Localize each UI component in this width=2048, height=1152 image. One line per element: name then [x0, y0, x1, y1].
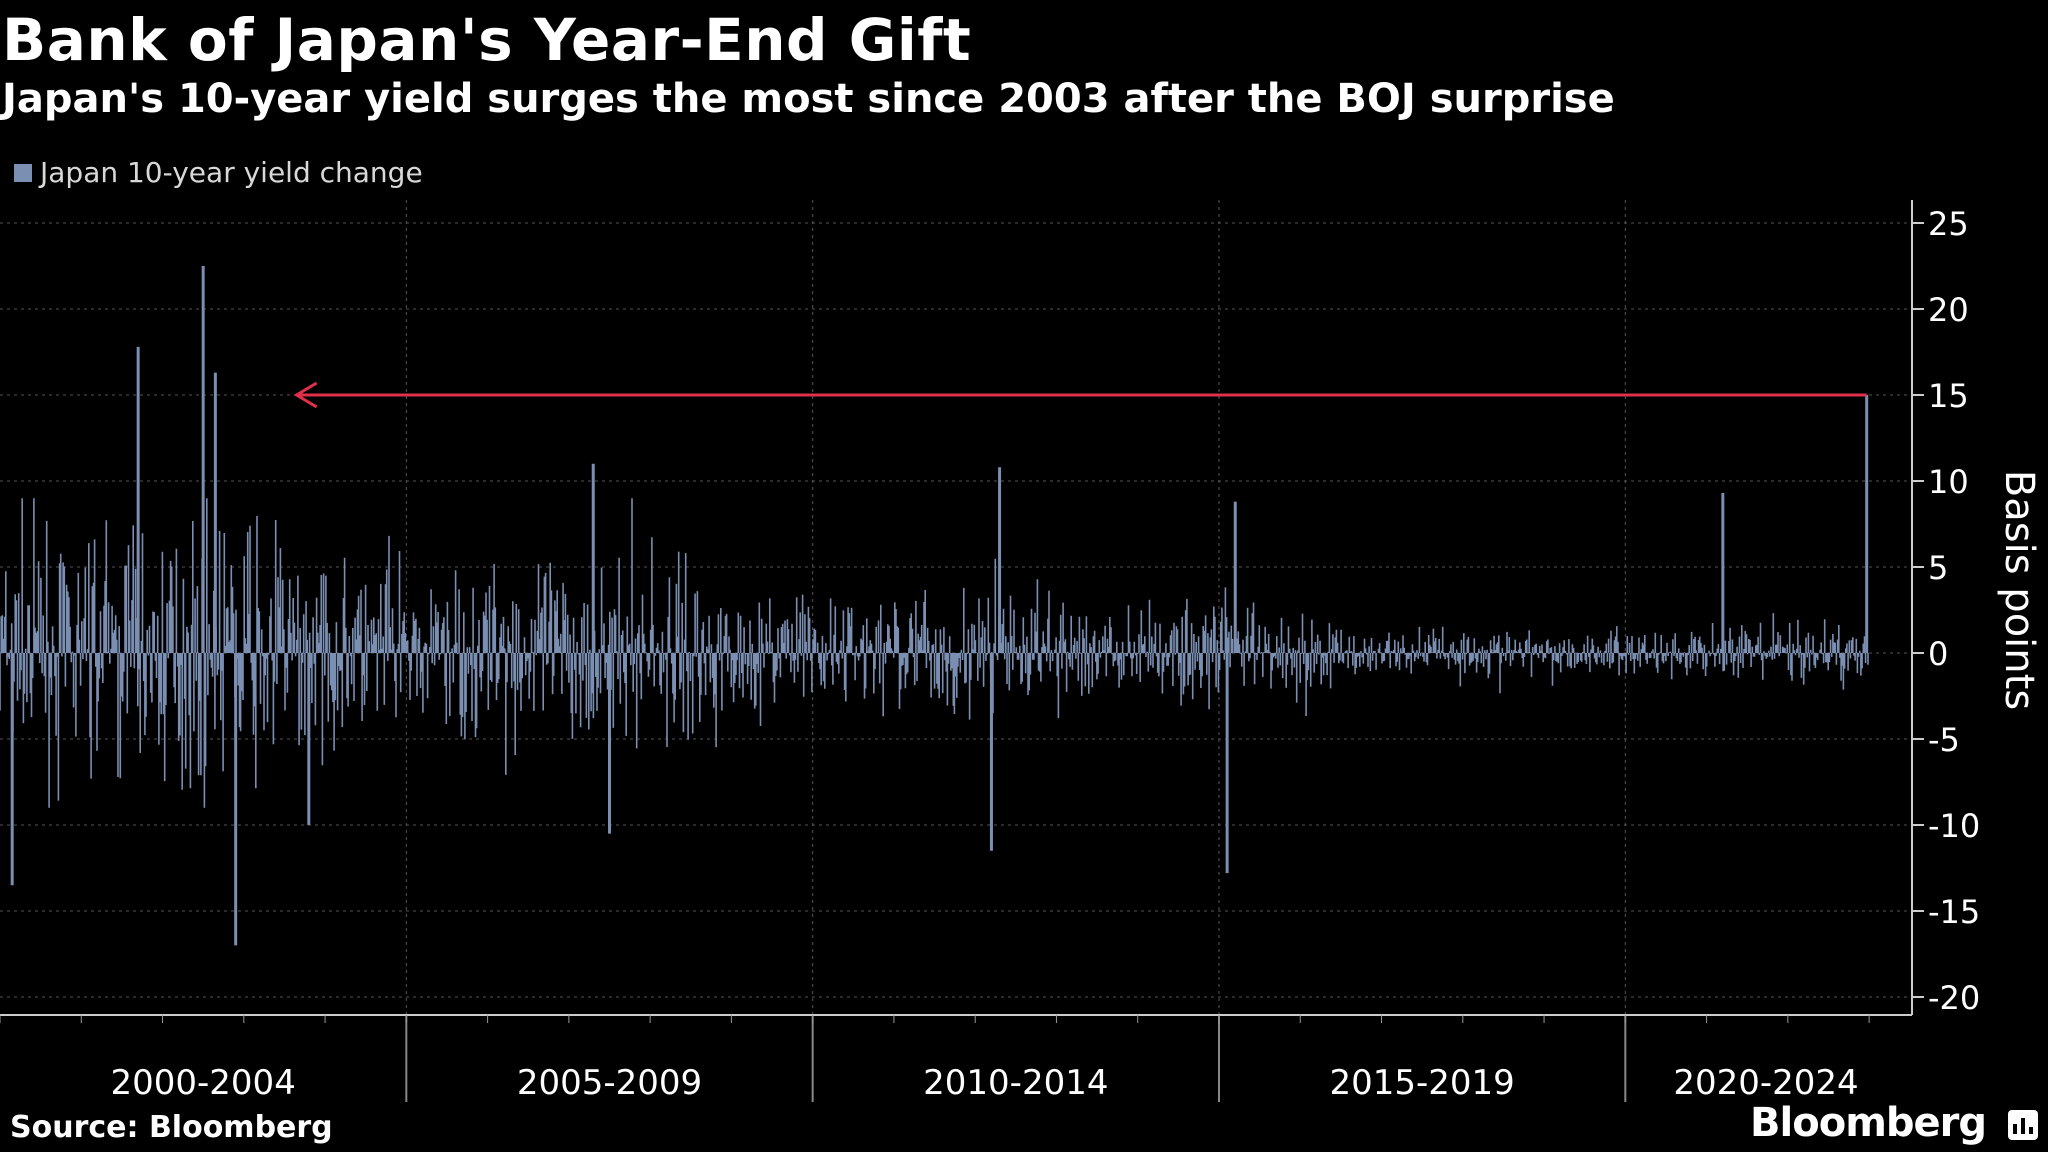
chart-subtitle: Japan's 10-year yield surges the most si…: [2, 76, 1615, 122]
grid-layer: [0, 200, 1912, 1015]
brand-logo: Bloomberg: [1750, 1100, 1987, 1146]
ytick-label: -15: [1928, 893, 1980, 931]
axis-layer: 25 20 15 10 5 0 -5 -10 -15 -20 2000-2004 2005-2009 2…: [0, 200, 2042, 1103]
xtick-label: 2000-2004: [111, 1063, 296, 1103]
xtick-label: 2020-2024: [1673, 1063, 1858, 1103]
annotation-layer: [293, 381, 1867, 409]
ytick-label: 0: [1928, 635, 1948, 673]
ytick-label: 25: [1928, 205, 1969, 243]
ytick-label: -5: [1928, 721, 1960, 759]
legend-label: Japan 10-year yield change: [40, 156, 423, 189]
annotation-arrow-head: [293, 381, 318, 409]
ytick-label: -10: [1928, 807, 1980, 845]
xtick-label: 2010-2014: [923, 1063, 1108, 1103]
ytick-label: 5: [1928, 549, 1948, 587]
chart-title: Bank of Japan's Year-End Gift: [2, 6, 972, 74]
y-axis-title: Basis points: [1996, 470, 2042, 710]
chart-legend: Japan 10-year yield change: [14, 156, 423, 189]
bloomberg-chart-icon: [2008, 1110, 2038, 1140]
series-bars-daily: [0, 498, 1869, 808]
bars-layer: [0, 266, 1869, 946]
ytick-label: 15: [1928, 377, 1969, 415]
xtick-label: 2005-2009: [517, 1063, 702, 1103]
ytick-label: 20: [1928, 291, 1969, 329]
ytick-label: -20: [1928, 979, 1980, 1017]
ytick-label: 10: [1928, 463, 1969, 501]
source-note: Source: Bloomberg: [10, 1110, 333, 1145]
xtick-label: 2015-2019: [1329, 1063, 1514, 1103]
legend-swatch: [14, 163, 32, 182]
